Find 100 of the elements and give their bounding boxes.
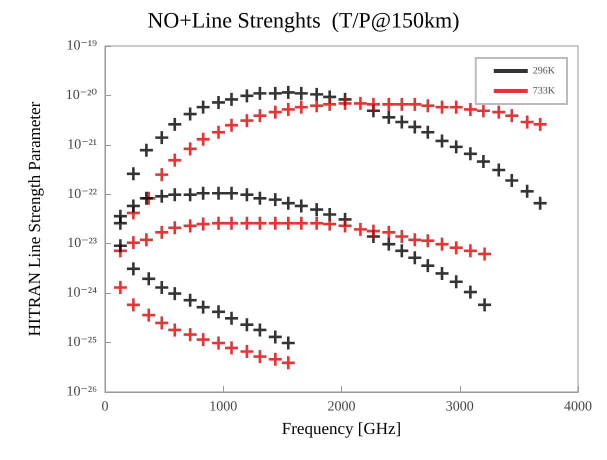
point [395,244,408,258]
point [168,221,182,234]
point [354,222,367,236]
point [126,236,140,250]
point [184,294,197,307]
point [196,333,210,346]
point [323,218,336,231]
point [140,192,153,205]
point [212,336,226,350]
x-tick-label: 4000 [564,400,592,414]
point [366,224,380,238]
point [310,203,324,216]
point [184,219,197,232]
point [142,308,156,322]
point [212,216,226,230]
y-tick-label: 10⁻¹⁹ [66,38,98,54]
point [240,89,254,102]
legend-label: 733K [532,86,556,96]
point [382,226,396,239]
point [478,247,492,260]
point [168,323,182,336]
point [310,99,324,112]
point [253,323,266,336]
point [268,106,282,119]
point [155,168,168,182]
point [184,142,197,156]
point [126,262,140,276]
x-tick-label: 1000 [209,400,238,414]
point [155,131,168,144]
point [323,98,336,111]
point [268,86,282,100]
point [168,287,182,300]
point [282,86,295,99]
point [421,126,434,139]
point [464,102,477,116]
point [395,98,408,111]
point [408,251,422,264]
point [464,147,477,160]
y-tick-label: 10⁻²² [67,186,97,202]
point [382,110,396,124]
point [253,86,266,100]
point [282,356,295,370]
point [520,184,534,198]
point [421,99,434,112]
point [184,328,197,342]
point [421,259,434,272]
y-tick-label: 10⁻²⁶ [66,384,98,400]
point [268,352,282,366]
point [408,120,422,134]
point [212,126,226,139]
point [338,219,352,232]
point [436,266,449,280]
point [240,318,254,332]
point [225,92,238,106]
point [408,98,422,111]
point [520,116,534,128]
point [184,188,197,202]
point [476,155,490,168]
point [505,109,518,122]
point [464,244,477,258]
point [225,118,238,132]
point [212,96,226,109]
point [114,239,127,252]
point [212,186,226,200]
point [436,238,449,251]
x-tick-label: 0 [102,400,108,414]
point [126,298,140,312]
point [282,216,295,230]
point [114,216,127,230]
point [395,116,408,128]
point [282,102,295,116]
point [450,275,463,288]
point [240,114,254,128]
point [168,118,182,131]
point [225,312,238,325]
point [126,199,140,212]
point [268,193,282,206]
point [196,218,210,231]
point [338,96,352,110]
x-tick-label: 3000 [446,400,474,414]
y-axis-title: HITRAN Line Strength Parameter [25,101,44,336]
point [366,98,380,111]
point [155,226,168,239]
point [478,298,492,312]
y-tick-label: 10⁻²⁵ [66,335,98,350]
point [253,192,266,205]
point [294,100,308,114]
point [354,96,367,110]
point [240,188,254,202]
point [155,281,168,294]
point [450,100,463,114]
point [240,216,254,230]
point [534,118,547,131]
point [436,100,449,114]
point [268,330,282,344]
point [212,305,226,318]
y-tick-label: 10⁻²¹ [67,137,97,152]
point [282,196,295,210]
point [168,154,182,167]
point [126,167,140,180]
